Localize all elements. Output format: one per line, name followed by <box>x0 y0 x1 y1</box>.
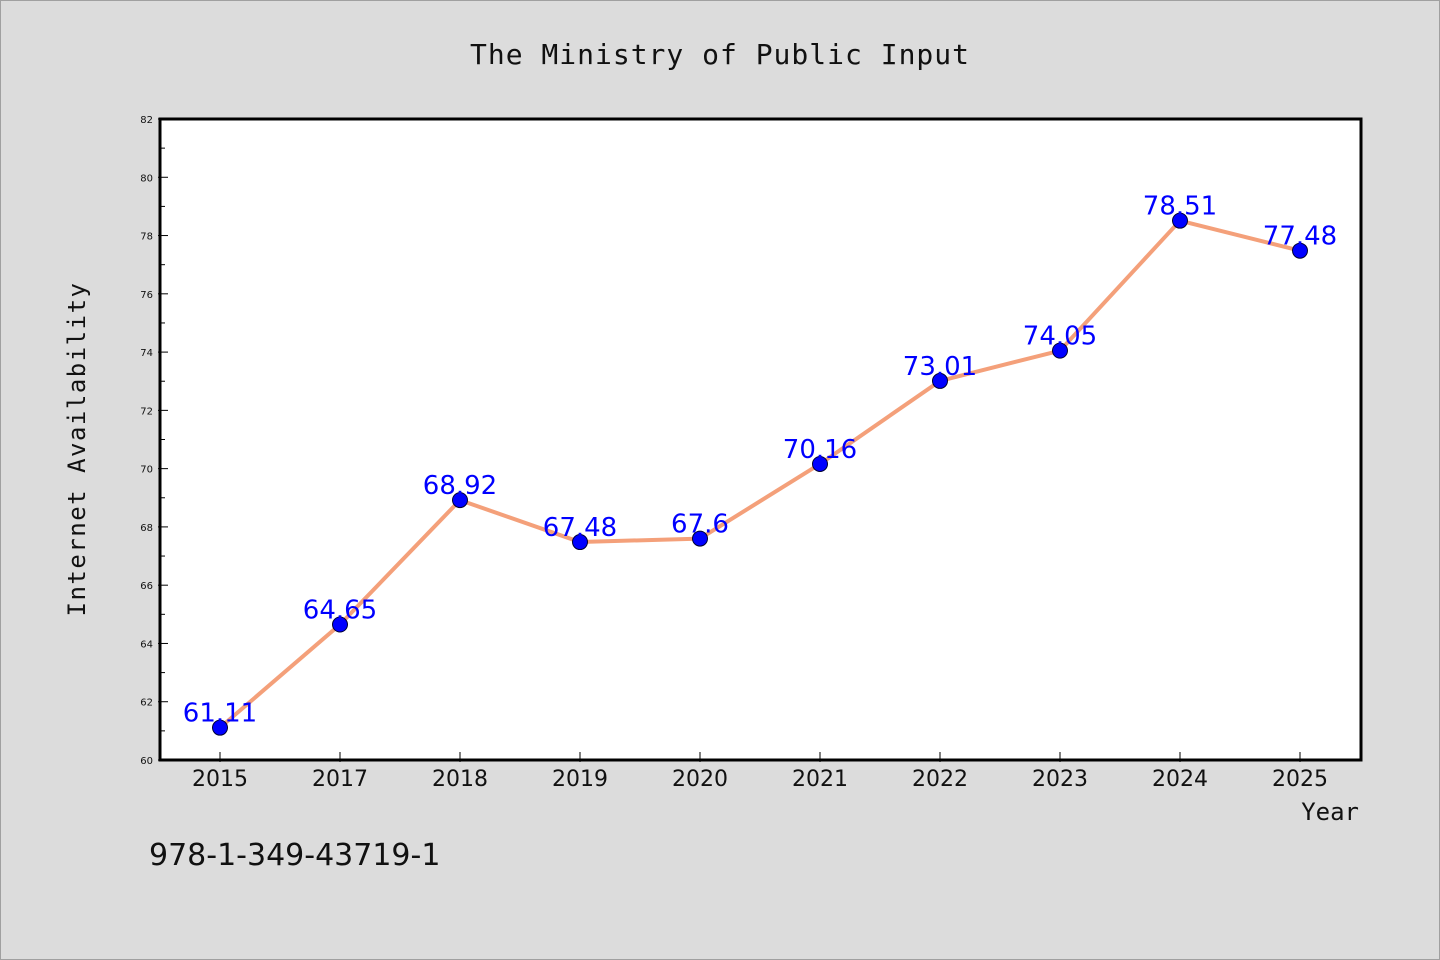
x-tick-label: 2022 <box>912 767 968 792</box>
data-label: 64.65 <box>303 596 377 626</box>
y-tick-label: 78 <box>140 232 153 243</box>
y-tick-label: 80 <box>140 173 153 184</box>
y-tick-label: 66 <box>140 581 153 592</box>
y-tick-label: 74 <box>140 348 153 359</box>
plot-area <box>158 117 1363 762</box>
x-tick-label: 2018 <box>432 767 488 792</box>
data-label: 77.48 <box>1263 222 1337 252</box>
data-label: 61.11 <box>183 699 257 729</box>
data-label: 68.92 <box>423 471 497 501</box>
x-tick-label: 2017 <box>312 767 368 792</box>
data-label: 73.01 <box>903 352 977 382</box>
data-point <box>572 534 588 551</box>
y-tick-label: 70 <box>140 465 153 476</box>
x-tick-label: 2021 <box>792 767 848 792</box>
x-tick-label: 2019 <box>552 767 608 792</box>
x-tick-label: 2024 <box>1152 767 1208 792</box>
data-point <box>932 372 948 389</box>
series-line-group <box>218 218 1302 730</box>
data-point <box>1052 342 1068 359</box>
y-tick-label: 62 <box>140 698 153 709</box>
data-points <box>212 212 1308 736</box>
data-label: 78.51 <box>1143 192 1217 222</box>
chart-title: The Ministry of Public Input <box>470 38 970 71</box>
x-tick-label: 2023 <box>1032 767 1088 792</box>
data-point <box>692 530 708 547</box>
y-tick-label: 72 <box>140 406 153 417</box>
y-tick-label: 76 <box>140 290 153 301</box>
data-point <box>1292 242 1308 259</box>
data-point <box>1172 212 1188 229</box>
y-tick-label: 82 <box>140 115 153 126</box>
series-line <box>218 218 1302 730</box>
data-point <box>452 492 468 509</box>
x-tick-label: 2020 <box>672 767 728 792</box>
y-tick-label: 68 <box>140 523 153 534</box>
isbn-footer: 978-1-349-43719-1 <box>149 838 440 873</box>
data-point <box>212 719 228 736</box>
data-point <box>812 455 828 472</box>
x-axis: 2015 2017 2018 2019 2020 2021 2022 2023 2024 2025 <box>192 752 1328 792</box>
y-tick-label: 60 <box>140 756 153 767</box>
data-label: 67.6 <box>671 510 729 540</box>
data-label: 74.05 <box>1023 322 1097 352</box>
data-label: 70.16 <box>783 435 857 465</box>
x-tick-label: 2025 <box>1272 767 1328 792</box>
y-tick-label: 64 <box>140 639 153 650</box>
x-tick-label: 2015 <box>192 767 248 792</box>
y-axis: 60 62 64 66 68 70 72 74 76 78 80 82 <box>140 115 168 767</box>
x-axis-label: Year <box>1301 798 1359 826</box>
data-label: 67.48 <box>543 513 617 543</box>
data-labels: 61.11 64.65 68.92 67.48 67.6 70.16 73.01 74.05 7… <box>183 192 1337 729</box>
data-point <box>332 616 348 633</box>
y-axis-label: Internet Availability <box>63 282 91 617</box>
